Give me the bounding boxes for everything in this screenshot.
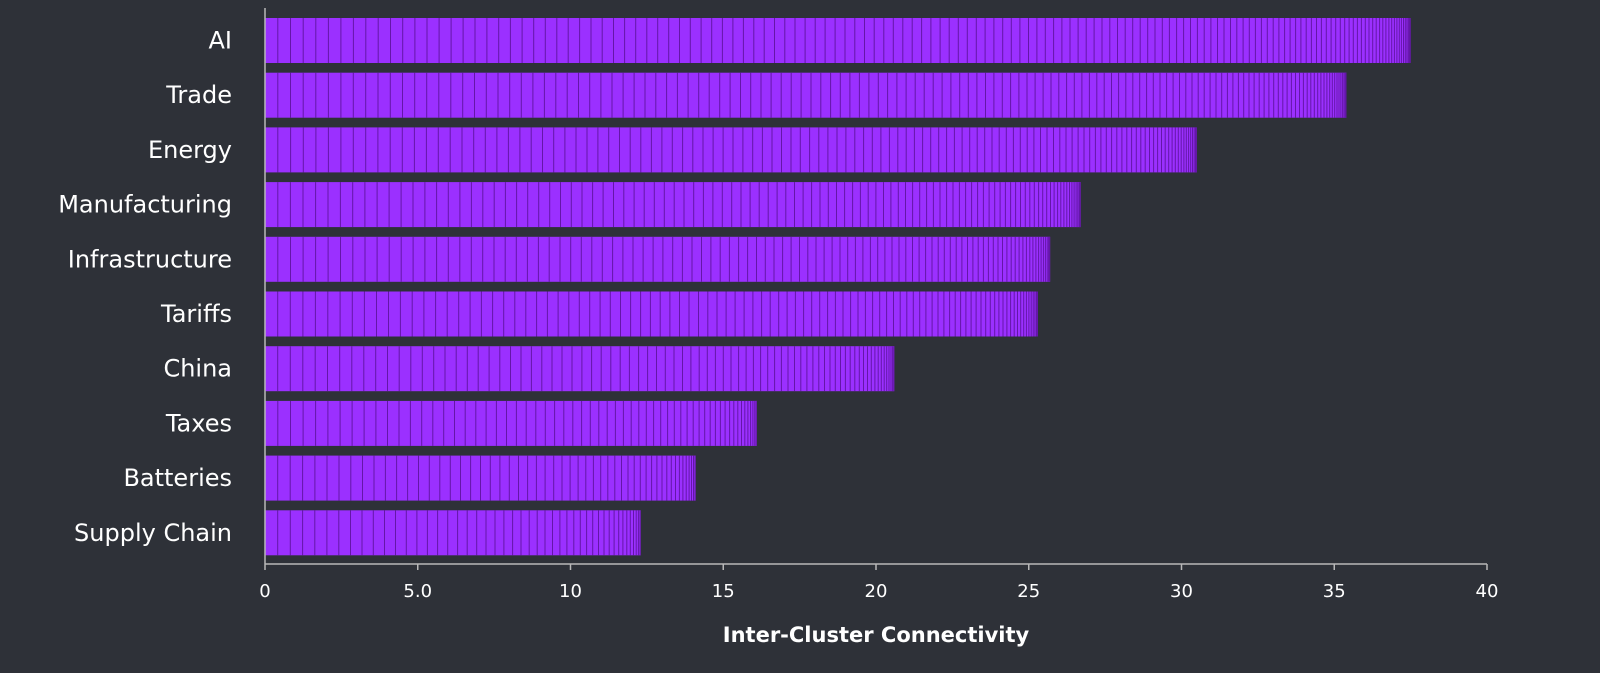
bar-rect [265,400,757,446]
bar-taxes [265,400,757,446]
bar-supply-chain [265,510,641,556]
bar-china [265,346,895,392]
bar-rect [265,182,1081,228]
bar-segment-lines [277,400,757,446]
bar-segment-lines [277,72,1347,118]
category-label: Supply Chain [74,519,232,547]
bar-segment-lines [277,182,1081,228]
x-tick-label: 5.0 [403,581,432,602]
bar-rect [265,18,1411,63]
x-axis-title: Inter-Cluster Connectivity [723,623,1030,647]
bar-rect [265,510,641,556]
category-labels: AI Trade Energy Manufacturing Infrastructure… [58,27,232,547]
bar-segment-lines [277,510,641,556]
bar-segment-lines [277,455,696,501]
bar-segment-lines [277,236,1051,282]
bar-ai [265,18,1411,63]
category-label: Tariffs [160,300,232,328]
x-tick-label: 30 [1170,581,1193,602]
bar-segment-lines [277,127,1197,173]
x-tick-label: 10 [559,581,582,602]
bar-trade [265,72,1347,118]
category-label: AI [209,27,233,55]
bar-tariffs [265,291,1038,337]
x-tick-label: 15 [712,581,735,602]
x-tick-label: 20 [865,581,888,602]
x-tick-label: 25 [1017,581,1040,602]
x-ticks: 0 5.0 10 15 20 25 30 35 40 [259,564,1498,602]
category-label: Manufacturing [58,191,232,219]
category-label: Energy [148,136,232,164]
category-label: Infrastructure [68,245,232,273]
bars [265,18,1411,556]
category-label: Trade [165,81,232,109]
category-label: Batteries [123,464,232,492]
category-label: Taxes [165,409,232,437]
bar-rect [265,127,1197,173]
x-tick-label: 35 [1323,581,1346,602]
x-tick-label: 0 [259,581,270,602]
bar-manufacturing [265,182,1081,228]
bar-segment-lines [277,18,1411,63]
x-tick-label: 40 [1476,581,1499,602]
bar-rect [265,72,1347,118]
bar-batteries [265,455,696,501]
category-label: China [163,355,232,383]
bar-rect [265,346,895,392]
bar-segment-lines [277,346,895,392]
bar-energy [265,127,1197,173]
bar-segment-lines [277,291,1038,337]
bar-infrastructure [265,236,1051,282]
bar-rect [265,291,1038,337]
